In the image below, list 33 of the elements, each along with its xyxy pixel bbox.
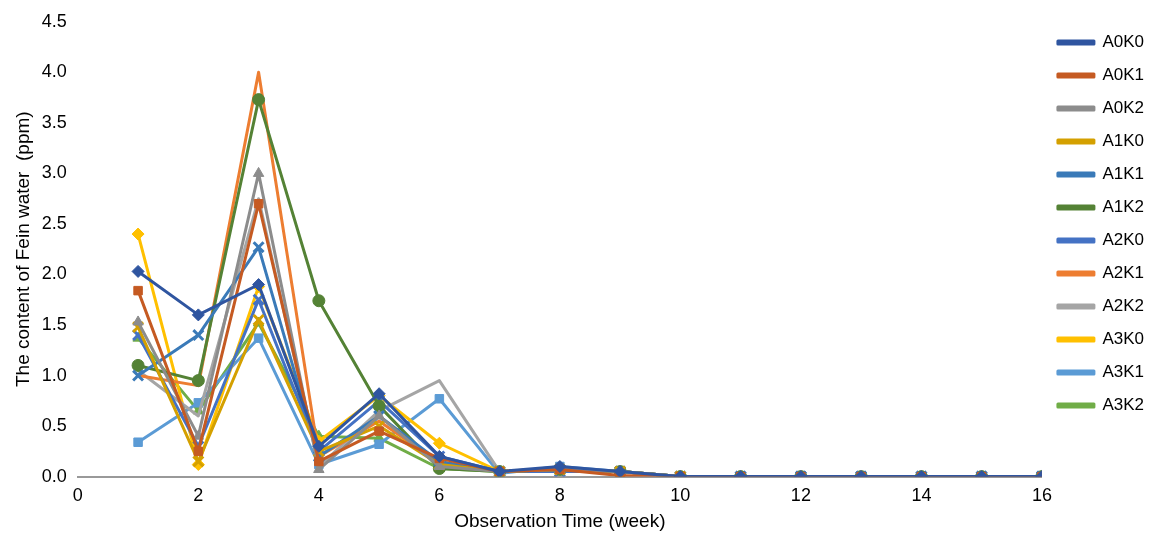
- legend-label: A0K1: [1102, 65, 1145, 85]
- legend-label: A0K2: [1102, 98, 1145, 118]
- y-tick-label: 0.5: [41, 415, 67, 436]
- y-tick-label: 4.0: [41, 61, 67, 82]
- x-tick-label: 4: [313, 485, 324, 506]
- y-tick-label: 1.5: [41, 313, 67, 334]
- y-tick-label: 2.5: [41, 212, 67, 233]
- y-tick-label: 3.5: [41, 111, 67, 132]
- legend-label: A3K1: [1102, 362, 1145, 382]
- legend-label: A3K2: [1102, 395, 1145, 415]
- legend-label: A1K0: [1102, 131, 1145, 151]
- y-axis-title: The content of Fein water (ppm): [11, 111, 33, 388]
- legend-label: A2K2: [1102, 296, 1145, 316]
- x-tick-label: 8: [554, 485, 565, 506]
- legend-label: A2K0: [1102, 230, 1145, 250]
- legend-label: A0K0: [1102, 32, 1145, 52]
- y-tick-label: 4.5: [41, 10, 67, 31]
- y-tick-label: 2.0: [41, 263, 67, 284]
- x-tick-label: 12: [790, 485, 811, 506]
- x-tick-label: 2: [193, 485, 204, 506]
- legend-label: A3K0: [1102, 329, 1145, 349]
- y-tick-label: 3.0: [41, 162, 67, 183]
- y-tick-label: 1.0: [41, 364, 67, 385]
- x-tick-label: 6: [434, 485, 445, 506]
- legend-label: A2K1: [1102, 263, 1145, 283]
- legend-label: A1K2: [1102, 197, 1145, 217]
- x-tick-label: 10: [670, 485, 691, 506]
- legend-label: A1K1: [1102, 164, 1145, 184]
- x-axis-title: Observation Time (week): [454, 509, 666, 531]
- y-tick-label: 0.0: [41, 465, 67, 486]
- x-tick-label: 14: [911, 485, 932, 506]
- x-tick-label: 16: [1031, 485, 1052, 506]
- x-tick-label: 0: [72, 485, 83, 506]
